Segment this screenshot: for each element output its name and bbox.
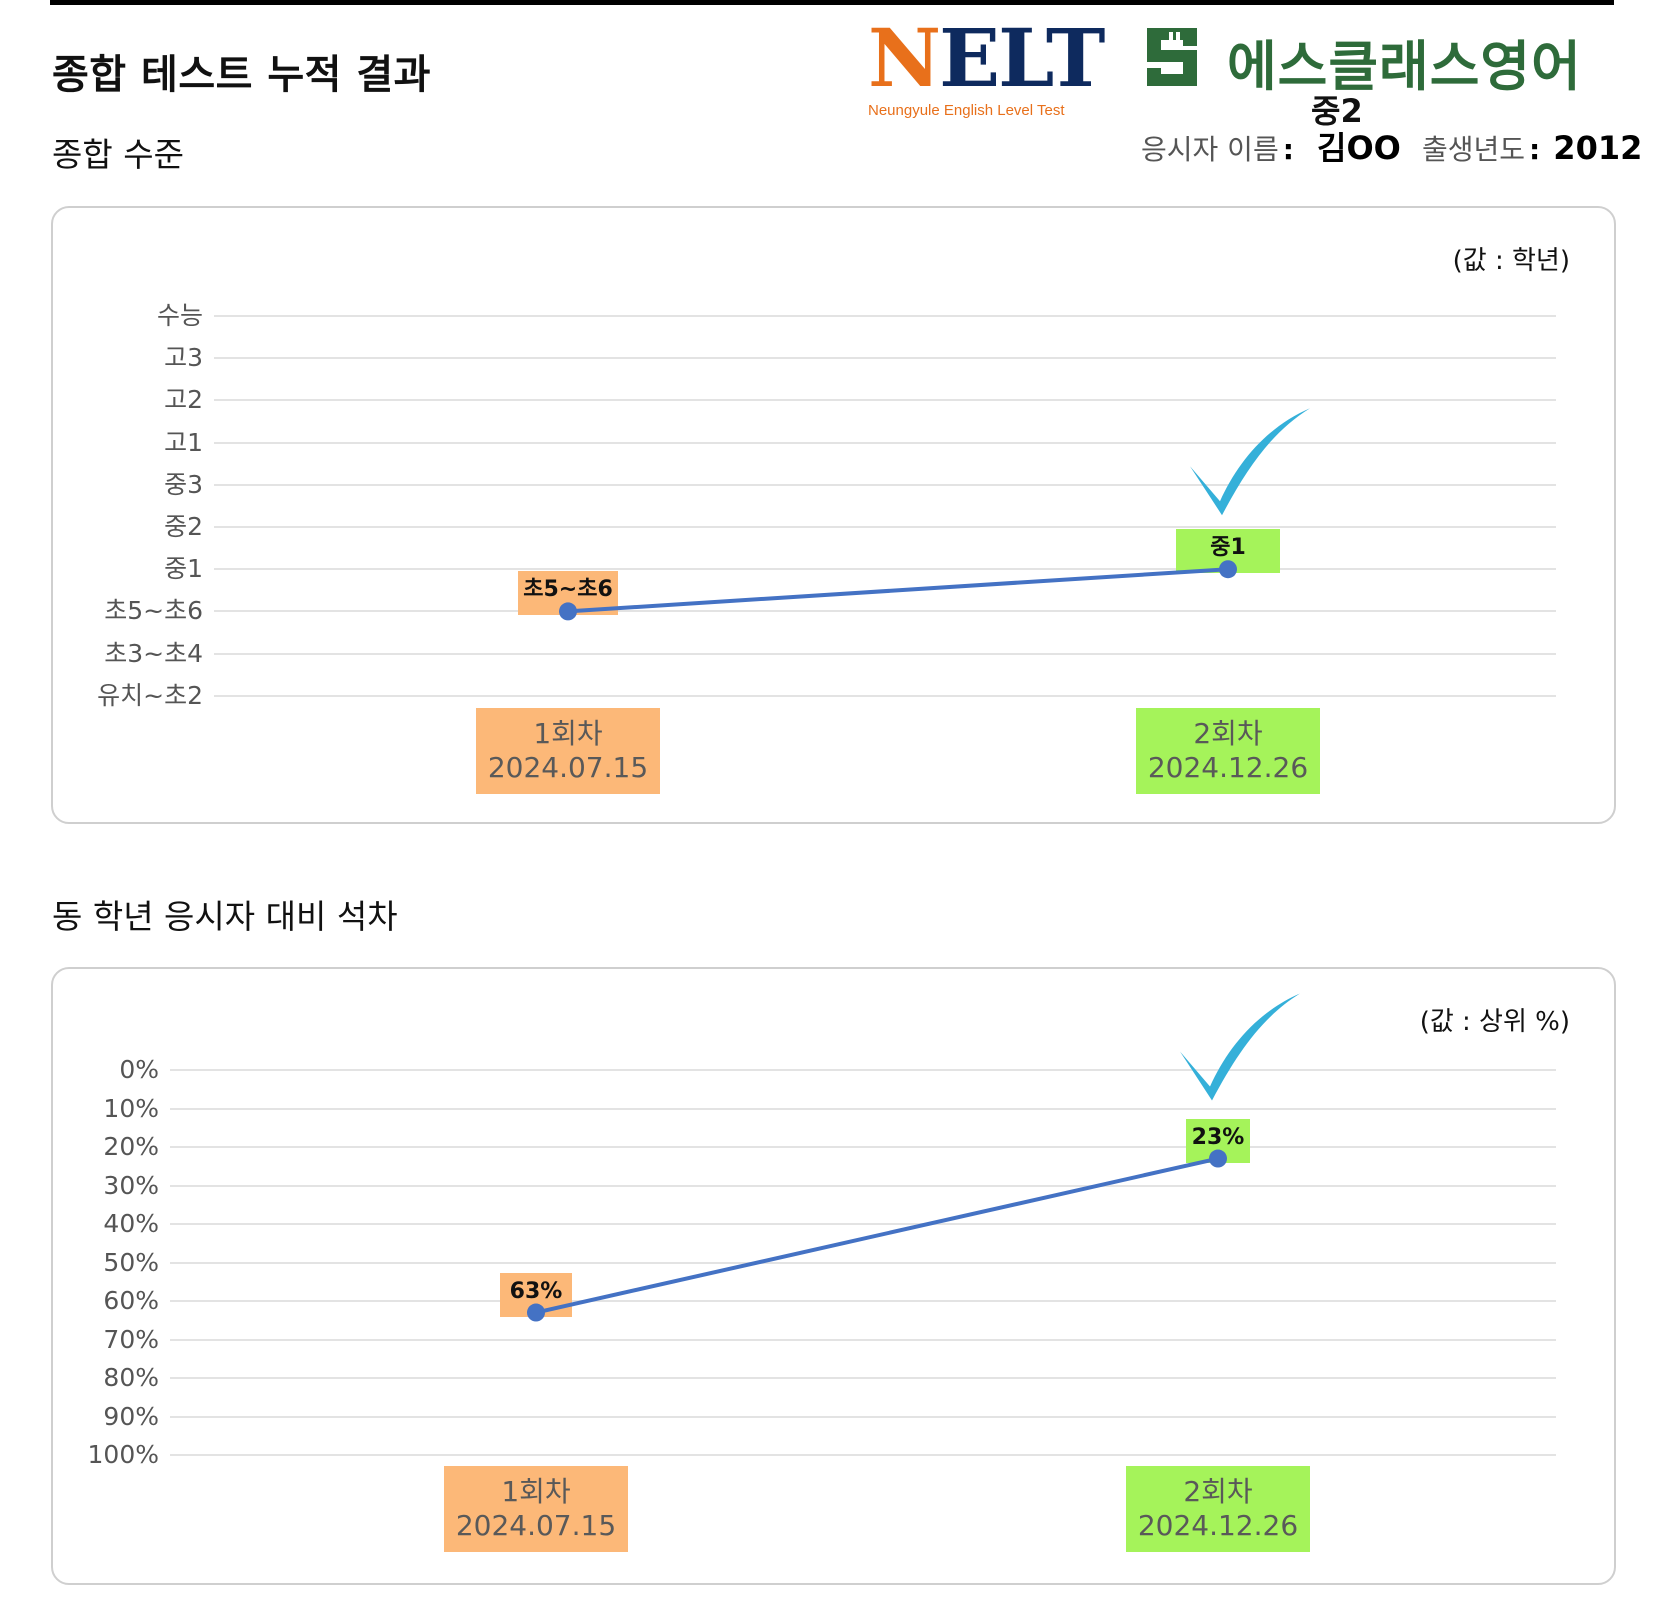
chart-plot bbox=[527, 993, 1300, 1322]
gridline bbox=[214, 652, 1556, 655]
gridline bbox=[170, 1107, 1556, 1110]
gridline bbox=[214, 526, 1556, 528]
gridline bbox=[170, 1261, 1556, 1264]
category-label: 2회차 2024.12.26 bbox=[1136, 708, 1320, 794]
data-point bbox=[1219, 560, 1237, 579]
gridline bbox=[214, 357, 1556, 360]
category-session: 1회차 bbox=[533, 717, 603, 750]
gridline bbox=[214, 483, 1556, 486]
category-label: 2회차 2024.12.26 bbox=[1126, 1466, 1310, 1552]
gridline bbox=[214, 694, 1556, 697]
nelt-wordmark: NELT bbox=[868, 11, 1105, 105]
top-rule bbox=[50, 0, 1614, 5]
y-tick-label: 중2 bbox=[164, 512, 203, 541]
y-tick-label: 20% bbox=[103, 1132, 159, 1161]
y-tick-label: 초3~초4 bbox=[104, 638, 203, 668]
y-tick-label: 80% bbox=[103, 1363, 159, 1392]
category-label: 1회차 2024.07.15 bbox=[476, 708, 660, 794]
name-value: 김OO bbox=[1317, 129, 1401, 167]
birth-value: 2012 bbox=[1553, 129, 1643, 167]
y-tick-label: 10% bbox=[103, 1093, 159, 1123]
chart-card-level: (값 : 학년) 수능 고3 고2 고1 중3 중2 중1 초5~초6 초3~초4 유치~초2 초5… bbox=[51, 206, 1616, 824]
data-point bbox=[559, 602, 577, 621]
category-session: 1회차 bbox=[501, 1475, 571, 1508]
check-mark-icon bbox=[1180, 993, 1300, 1101]
gridline bbox=[214, 399, 1556, 402]
series-line bbox=[535, 1156, 1219, 1315]
birth-label: 출생년도 bbox=[1421, 133, 1525, 166]
gridline bbox=[214, 568, 1556, 571]
examinee-info: 응시자 이름: 김OO 출생년도: 2012 bbox=[1141, 129, 1643, 167]
y-tick-label: 50% bbox=[103, 1247, 159, 1277]
category-label: 1회차 2024.07.15 bbox=[444, 1466, 628, 1552]
data-point bbox=[527, 1303, 545, 1322]
examinee-grade: 중2 bbox=[1311, 92, 1363, 130]
y-tick-label: 초5~초6 bbox=[104, 596, 203, 626]
gridline bbox=[170, 1377, 1556, 1379]
y-tick-label: 수능 bbox=[156, 301, 203, 330]
y-tick-label: 100% bbox=[87, 1440, 159, 1469]
category-date: 2024.12.26 bbox=[1137, 1509, 1299, 1542]
gridline bbox=[214, 610, 1556, 613]
y-tick-label: 90% bbox=[103, 1401, 159, 1431]
sclass-name: 에스클래스영어 bbox=[1227, 35, 1582, 98]
category-date: 2024.12.26 bbox=[1147, 751, 1309, 784]
gridline bbox=[170, 1415, 1556, 1418]
category-date: 2024.07.15 bbox=[487, 751, 649, 784]
gridline bbox=[170, 1338, 1556, 1341]
unit-label: (값 : 상위 %) bbox=[1419, 1007, 1570, 1037]
y-tick-label: 고2 bbox=[164, 385, 203, 415]
category-session: 2회차 bbox=[1183, 1475, 1253, 1508]
y-tick-label: 고1 bbox=[164, 427, 203, 457]
nelt-tagline: Neungyule English Level Test bbox=[868, 102, 1065, 119]
y-tick-label: 60% bbox=[103, 1286, 159, 1315]
page-title: 종합 테스트 누적 결과 bbox=[52, 52, 431, 98]
gridline bbox=[170, 1146, 1556, 1148]
gridline bbox=[214, 315, 1556, 317]
gridline bbox=[170, 1223, 1556, 1225]
chart-card-rank: (값 : 상위 %) 0% 10% 20% 30% 40% 50% 60% 70% 80% 90%… bbox=[51, 967, 1616, 1585]
section-title-level: 종합 수준 bbox=[52, 135, 184, 174]
section-title-rank: 동 학년 응시자 대비 석차 bbox=[52, 897, 398, 936]
category-date: 2024.07.15 bbox=[455, 1509, 617, 1542]
y-tick-label: 중1 bbox=[164, 554, 203, 584]
y-tick-label: 유치~초2 bbox=[97, 680, 203, 710]
category-session: 2회차 bbox=[1193, 717, 1263, 750]
gridline bbox=[170, 1069, 1556, 1071]
check-mark-icon bbox=[1190, 408, 1310, 516]
y-tick-label: 40% bbox=[103, 1209, 159, 1238]
gridline bbox=[214, 441, 1556, 444]
y-tick-label: 0% bbox=[119, 1055, 159, 1084]
gridline bbox=[170, 1184, 1556, 1187]
gridline bbox=[170, 1454, 1556, 1456]
unit-label: (값 : 학년) bbox=[1452, 246, 1570, 276]
y-tick-label: 70% bbox=[103, 1324, 159, 1354]
y-tick-label: 30% bbox=[103, 1170, 159, 1200]
series-line bbox=[567, 567, 1229, 614]
name-label: 응시자 이름 bbox=[1141, 133, 1279, 166]
y-tick-label: 고3 bbox=[164, 343, 203, 373]
chart-plot bbox=[559, 408, 1310, 621]
nelt-logo: NELT Neungyule English Level Test bbox=[868, 11, 1105, 119]
gridline bbox=[170, 1300, 1556, 1302]
y-tick-label: 중3 bbox=[164, 469, 203, 499]
sclass-logo-icon bbox=[1147, 28, 1197, 86]
data-point bbox=[1209, 1149, 1227, 1168]
